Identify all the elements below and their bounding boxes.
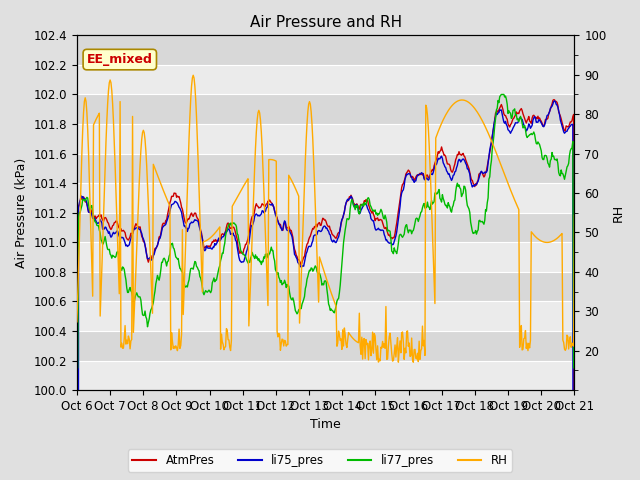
Bar	[77, 360, 575, 390]
Bar	[77, 183, 575, 213]
Bar	[77, 272, 575, 301]
Bar	[77, 301, 575, 331]
Bar	[77, 242, 575, 272]
Bar	[77, 213, 575, 242]
Legend: AtmPres, li75_pres, li77_pres, RH: AtmPres, li75_pres, li77_pres, RH	[128, 449, 512, 472]
Y-axis label: Air Pressure (kPa): Air Pressure (kPa)	[15, 157, 28, 268]
Bar	[77, 36, 575, 65]
Title: Air Pressure and RH: Air Pressure and RH	[250, 15, 402, 30]
Bar	[77, 154, 575, 183]
Bar	[77, 65, 575, 95]
Bar	[77, 331, 575, 360]
Bar	[77, 124, 575, 154]
X-axis label: Time: Time	[310, 419, 341, 432]
Text: EE_mixed: EE_mixed	[87, 53, 153, 66]
Y-axis label: RH: RH	[612, 204, 625, 222]
Bar	[77, 95, 575, 124]
